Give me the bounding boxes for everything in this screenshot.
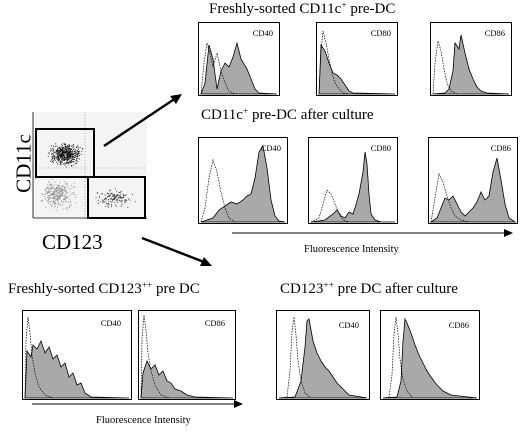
histogram-cultured-cd11c-cd86: CD86 — [428, 137, 518, 224]
arrow-to-cd11c-panels — [103, 94, 182, 147]
title-fresh-cd123: Freshly-sorted CD123++ pre DC — [8, 280, 200, 297]
title-fresh-cd11c: Freshly-sorted CD11c+ pre-DC — [209, 0, 396, 17]
marker-label: CD40 — [100, 318, 121, 328]
histogram-fresh-cd123-cd40: CD40 — [22, 310, 132, 400]
marker-label: CD40 — [252, 28, 273, 38]
marker-label: CD80 — [370, 143, 391, 153]
histogram-cultured-cd123-cd86: CD86 — [380, 310, 480, 400]
fluorescence-label-top: Fluorescence Intensity — [304, 244, 399, 255]
histogram-cultured-cd123-cd40: CD40 — [276, 310, 370, 400]
title-cultured-cd11c: CD11c+ pre-DC after culture — [201, 106, 374, 123]
marker-label: CD80 — [370, 28, 391, 38]
marker-label: CD40 — [338, 320, 359, 330]
gate-cd11c-positive — [35, 128, 95, 178]
marker-label: CD86 — [490, 143, 511, 153]
dotplot-xlabel: CD123 — [42, 230, 103, 254]
fluorescence-label-bottom: Fluorescence Intensity — [96, 415, 191, 426]
histogram-fresh-cd11c-cd80: CD80 — [316, 22, 398, 96]
marker-label: CD86 — [448, 320, 469, 330]
marker-label: CD86 — [204, 318, 225, 328]
histogram-fresh-cd11c-cd86: CD86 — [430, 22, 512, 96]
marker-label: CD86 — [484, 28, 505, 38]
fluorescence-axis-arrow-bottom — [32, 400, 243, 408]
histogram-cultured-cd11c-cd40: CD40 — [198, 137, 288, 224]
title-cultured-cd123: CD123++ pre DC after culture — [280, 280, 458, 297]
marker-label: CD40 — [260, 143, 281, 153]
arrow-to-cd123-panels — [141, 236, 212, 266]
fluorescence-axis-arrow-top — [232, 229, 513, 237]
gate-cd123-positive — [87, 176, 146, 219]
histogram-fresh-cd11c-cd40: CD40 — [198, 22, 280, 96]
histogram-cultured-cd11c-cd80: CD80 — [308, 137, 398, 224]
histogram-fresh-cd123-cd86: CD86 — [138, 310, 236, 400]
